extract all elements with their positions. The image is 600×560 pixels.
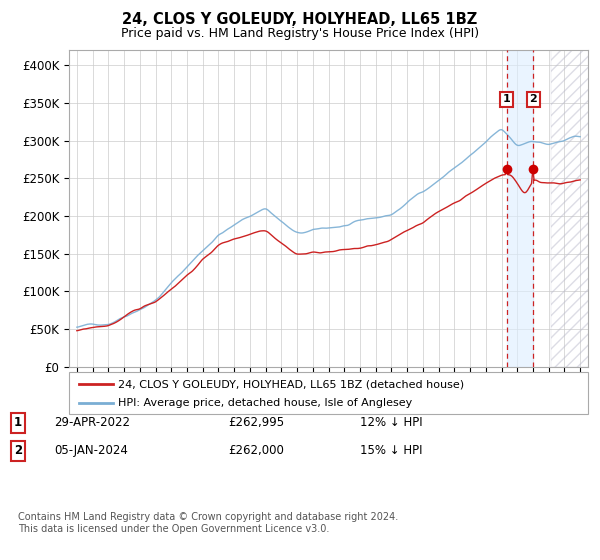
Text: 24, CLOS Y GOLEUDY, HOLYHEAD, LL65 1BZ (detached house): 24, CLOS Y GOLEUDY, HOLYHEAD, LL65 1BZ (… [118, 379, 464, 389]
Text: 1: 1 [14, 416, 22, 430]
Text: 05-JAN-2024: 05-JAN-2024 [54, 444, 128, 458]
FancyBboxPatch shape [69, 372, 588, 414]
Text: Contains HM Land Registry data © Crown copyright and database right 2024.
This d: Contains HM Land Registry data © Crown c… [18, 512, 398, 534]
Text: 12% ↓ HPI: 12% ↓ HPI [360, 416, 422, 430]
Text: Price paid vs. HM Land Registry's House Price Index (HPI): Price paid vs. HM Land Registry's House … [121, 27, 479, 40]
Text: 2: 2 [530, 95, 538, 104]
Bar [551, 50, 596, 367]
Text: HPI: Average price, detached house, Isle of Anglesey: HPI: Average price, detached house, Isle… [118, 398, 413, 408]
Text: 15% ↓ HPI: 15% ↓ HPI [360, 444, 422, 458]
Bar [551, 50, 596, 367]
Text: £262,000: £262,000 [228, 444, 284, 458]
Text: £262,995: £262,995 [228, 416, 284, 430]
Text: 29-APR-2022: 29-APR-2022 [54, 416, 130, 430]
Text: 1: 1 [503, 95, 511, 104]
Text: 2: 2 [14, 444, 22, 458]
Bar [506, 50, 533, 367]
Text: 24, CLOS Y GOLEUDY, HOLYHEAD, LL65 1BZ: 24, CLOS Y GOLEUDY, HOLYHEAD, LL65 1BZ [122, 12, 478, 27]
